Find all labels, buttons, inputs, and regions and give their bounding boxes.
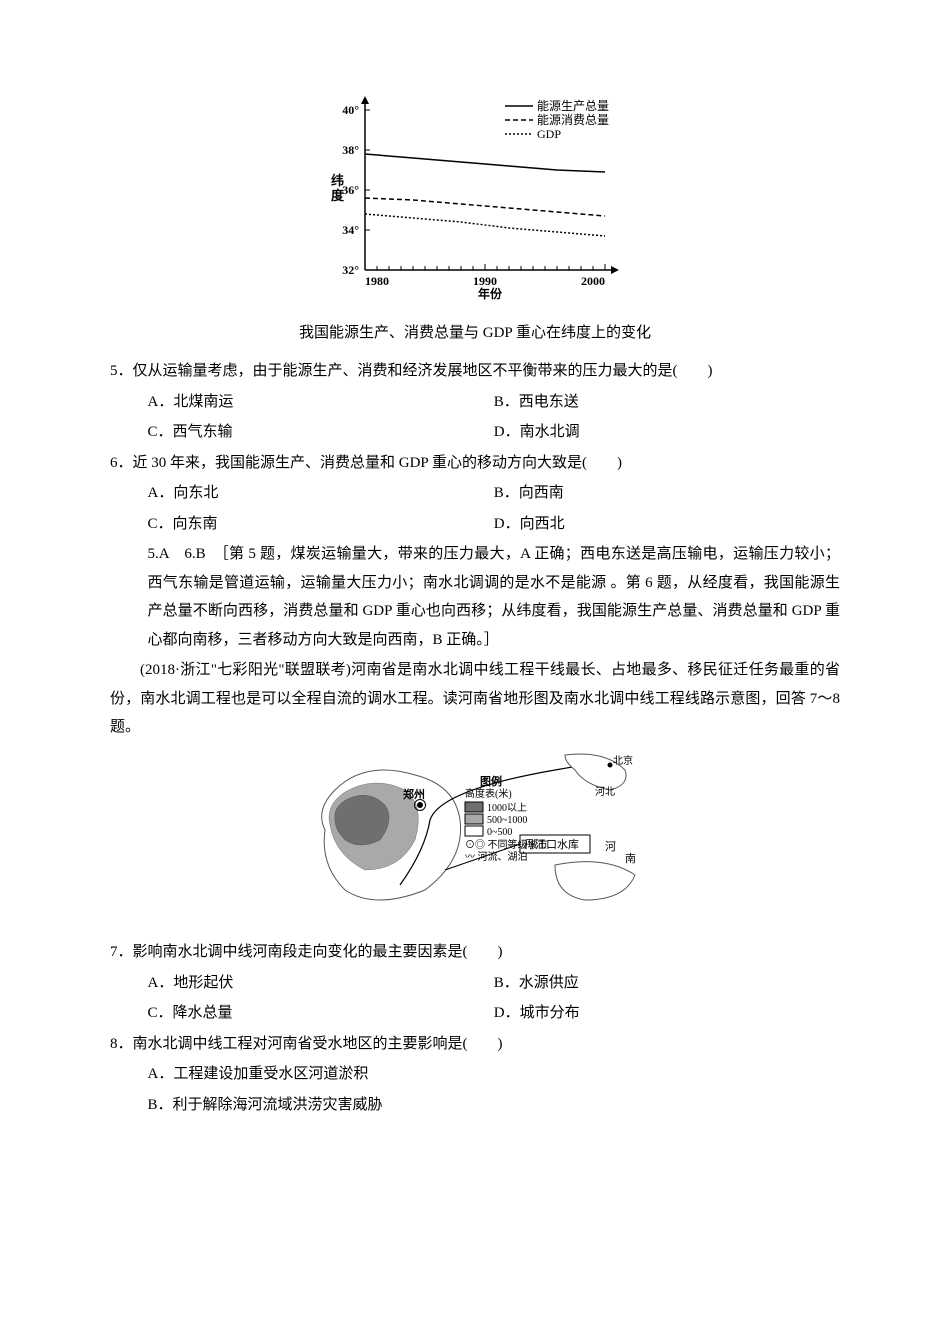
label-zhengzhou: 郑州 [403, 787, 425, 801]
q6-stem: 6．近 30 年来，我国能源生产、消费总量和 GDP 重心的移动方向大致是( ) [110, 449, 840, 478]
svg-text:0~500: 0~500 [487, 827, 512, 838]
q6-options-row2: C．向东南 D．向西北 [110, 510, 840, 539]
q7-stem: 7．影响南水北调中线河南段走向变化的最主要因素是( ) [110, 938, 840, 967]
svg-text:40°: 40° [342, 103, 359, 117]
q5-stem: 5．仅从运输量考虑，由于能源生产、消费和经济发展地区不平衡带来的压力最大的是( … [110, 357, 840, 386]
q7-opt-b: B．水源供应 [494, 969, 840, 998]
q7-options-row1: A．地形起伏 B．水源供应 [110, 969, 840, 998]
label-hebei: 河北 [595, 786, 615, 798]
q5-opt-d: D．南水北调 [494, 418, 840, 447]
q5-options-row1: A．北煤南运 B．西电东送 [110, 388, 840, 417]
svg-text:〰 河流、湖泊: 〰 河流、湖泊 [465, 850, 528, 863]
q5-opt-c: C．西气东输 [148, 418, 494, 447]
svg-text:1990: 1990 [473, 274, 497, 288]
chart1-caption: 我国能源生产、消费总量与 GDP 重心在纬度上的变化 [110, 319, 840, 348]
svg-text:年份: 年份 [478, 286, 503, 300]
svg-text:500~1000: 500~1000 [487, 815, 527, 826]
q5-options-row2: C．西气东输 D．南水北调 [110, 418, 840, 447]
q5-opt-b: B．西电东送 [494, 388, 840, 417]
svg-text:36°: 36° [342, 183, 359, 197]
label-beijing: 北京 [613, 754, 633, 767]
label-henan-r: 河 [605, 840, 616, 853]
svg-text:⊙◎ 不同等级城市: ⊙◎ 不同等级城市 [465, 838, 548, 851]
svg-text:1980: 1980 [365, 274, 389, 288]
explanation-56: 5.A 6.B ［第 5 题，煤炭运输量大，带来的压力最大，A 正确；西电东送是… [110, 540, 840, 654]
svg-text:1000以上: 1000以上 [487, 802, 527, 814]
q6-options-row1: A．向东北 B．向西南 [110, 479, 840, 508]
q7-opt-a: A．地形起伏 [148, 969, 494, 998]
svg-text:38°: 38° [342, 143, 359, 157]
q7-opt-c: C．降水总量 [148, 999, 494, 1028]
svg-text:32°: 32° [342, 263, 359, 277]
svg-text:GDP: GDP [537, 127, 561, 141]
q6-opt-c: C．向东南 [148, 510, 494, 539]
svg-text:高度表(米): 高度表(米) [465, 787, 512, 800]
svg-text:2000: 2000 [581, 274, 605, 288]
svg-text:能源生产总量: 能源生产总量 [537, 99, 609, 113]
q8-stem: 8．南水北调中线工程对河南省受水地区的主要影响是( ) [110, 1030, 840, 1059]
svg-text:南: 南 [625, 852, 636, 865]
henan-map: 郑州 北京 河北 丹江口水库 河 南 湖北 图例 高度表(米) 1000以上 5… [305, 750, 645, 931]
q8-opt-a: A．工程建设加重受水区河道淤积 [110, 1060, 840, 1089]
q7-opt-d: D．城市分布 [494, 999, 840, 1028]
q6-opt-a: A．向东北 [148, 479, 494, 508]
latitude-chart: 40° 38° 36° 34° 32° 纬 度 [315, 90, 635, 311]
svg-text:能源消费总量: 能源消费总量 [537, 113, 609, 127]
q7-options-row2: C．降水总量 D．城市分布 [110, 999, 840, 1028]
svg-text:34°: 34° [342, 223, 359, 237]
q6-opt-d: D．向西北 [494, 510, 840, 539]
q5-opt-a: A．北煤南运 [148, 388, 494, 417]
passage-78: (2018·浙江"七彩阳光"联盟联考)河南省是南水北调中线工程干线最长、占地最多… [110, 656, 840, 742]
svg-text:度: 度 [331, 188, 345, 203]
svg-text:图例: 图例 [480, 774, 502, 788]
q6-opt-b: B．向西南 [494, 479, 840, 508]
svg-text:纬: 纬 [331, 173, 344, 188]
q8-opt-b: B．利于解除海河流域洪涝灾害威胁 [110, 1091, 840, 1120]
